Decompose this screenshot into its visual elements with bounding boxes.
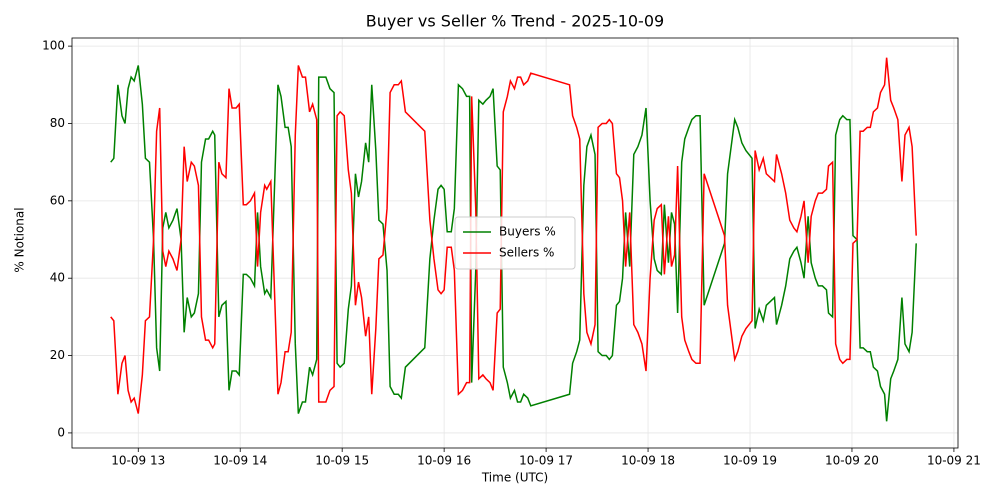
legend-label: Sellers %: [499, 246, 554, 260]
y-tick-label: 60: [50, 193, 65, 207]
y-tick-label: 20: [50, 348, 65, 362]
x-tick-label: 10-09 18: [621, 454, 675, 468]
x-tick-label: 10-09 15: [315, 454, 369, 468]
legend-label: Buyers %: [499, 225, 556, 239]
y-tick-label: 80: [50, 116, 65, 130]
legend-box: [454, 216, 576, 270]
x-tick-label: 10-09 14: [213, 454, 267, 468]
x-tick-label: 10-09 19: [723, 454, 777, 468]
x-axis-label: Time (UTC): [481, 471, 548, 485]
x-tick-label: 10-09 16: [417, 454, 471, 468]
y-axis-label: % Notional: [13, 207, 27, 272]
y-tick-label: 100: [42, 39, 65, 53]
legend: Buyers % Sellers %: [454, 216, 576, 270]
y-tick-label: 40: [50, 271, 65, 285]
plot-frame: [71, 37, 959, 449]
chart-title: Buyer vs Seller % Trend - 2025-10-09: [366, 12, 664, 31]
x-tick-label: 10-09 13: [111, 454, 165, 468]
y-tick-label: 0: [57, 425, 65, 439]
x-tick-label: 10-09 20: [825, 454, 879, 468]
series-line: [110, 65, 917, 422]
series-line: [110, 57, 917, 414]
x-tick-label: 10-09 17: [519, 454, 573, 468]
x-tick-label: 10-09 21: [927, 454, 981, 468]
